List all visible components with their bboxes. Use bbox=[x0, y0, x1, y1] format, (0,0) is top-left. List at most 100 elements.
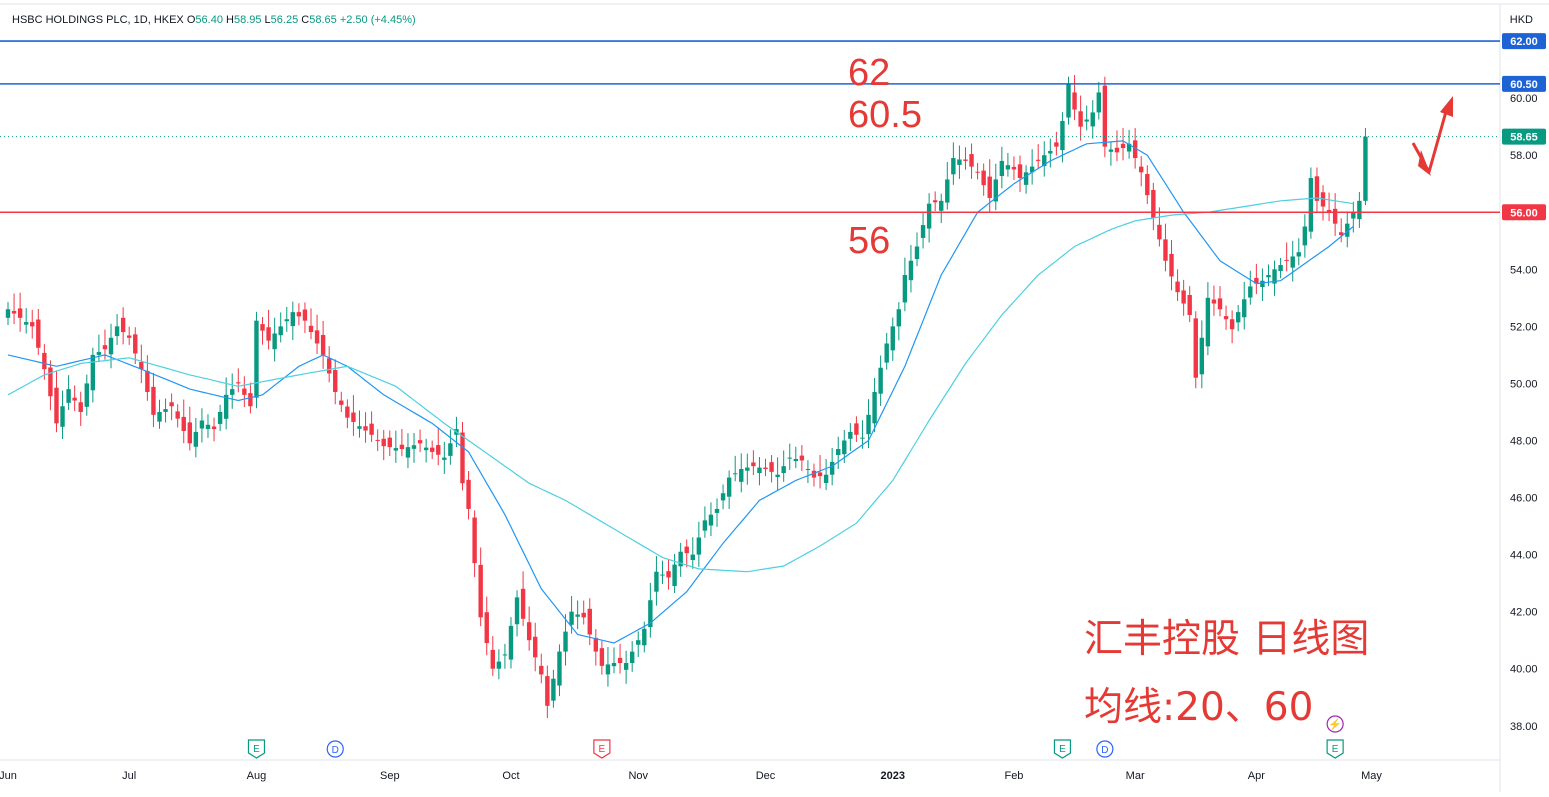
candle-body bbox=[951, 158, 956, 175]
x-tick-label: May bbox=[1361, 770, 1382, 782]
candle-body bbox=[872, 391, 877, 424]
candle-body bbox=[993, 179, 998, 202]
candle-body bbox=[326, 358, 332, 374]
candle-body bbox=[751, 462, 756, 467]
candle-body bbox=[623, 663, 629, 670]
candle-body bbox=[133, 334, 138, 354]
candle-body bbox=[714, 508, 720, 513]
candle-body bbox=[1126, 143, 1132, 152]
last-price-text: 58.65 bbox=[1510, 132, 1538, 144]
candle-body bbox=[939, 200, 944, 211]
candle-body bbox=[1017, 164, 1023, 179]
candle-body bbox=[405, 447, 411, 458]
candle-body bbox=[902, 275, 908, 303]
split-icon bbox=[1326, 715, 1344, 733]
candle-body bbox=[478, 564, 483, 618]
candle-body bbox=[120, 317, 126, 333]
earnings-icon bbox=[1326, 739, 1344, 759]
annotation-56: 56 bbox=[848, 220, 891, 262]
caption-ma: 均线:20、60 bbox=[1084, 685, 1314, 730]
y-tick-label: 58.00 bbox=[1510, 150, 1538, 162]
candle-body bbox=[5, 309, 11, 318]
candle-body bbox=[1339, 232, 1344, 236]
candle-body bbox=[430, 447, 435, 452]
candle-body bbox=[811, 470, 817, 478]
earnings-icon bbox=[1053, 739, 1072, 759]
candle-body bbox=[66, 389, 71, 403]
candle-body bbox=[145, 370, 150, 392]
candle-body bbox=[1084, 119, 1089, 122]
candle-body bbox=[284, 319, 289, 322]
candle-body bbox=[1217, 298, 1223, 310]
candle-body bbox=[217, 411, 223, 424]
candle-body bbox=[987, 176, 992, 198]
currency-label[interactable]: HKD bbox=[1509, 14, 1533, 26]
candle-body bbox=[969, 154, 974, 167]
ma60-line bbox=[7, 197, 1354, 573]
candle-body bbox=[417, 440, 423, 444]
low-label: L bbox=[264, 14, 271, 26]
candle-body bbox=[975, 171, 980, 173]
candle-body bbox=[223, 394, 229, 419]
earnings-icon bbox=[593, 739, 611, 759]
candle-body bbox=[551, 678, 556, 701]
y-tick-label: 54.00 bbox=[1510, 264, 1538, 276]
candle-body bbox=[42, 352, 47, 370]
candle-body bbox=[581, 612, 586, 618]
x-tick-label: 2023 bbox=[881, 770, 905, 782]
hline-tag-text: 56.00 bbox=[1510, 207, 1538, 219]
candle-body bbox=[78, 402, 83, 412]
candle-body bbox=[1248, 286, 1253, 298]
candle-body bbox=[823, 474, 829, 483]
dividend-icon bbox=[326, 740, 344, 758]
candle-body bbox=[557, 651, 562, 686]
candle-body bbox=[448, 443, 453, 456]
candle-body bbox=[605, 664, 611, 675]
candle-body bbox=[1066, 83, 1071, 118]
candle-body bbox=[1314, 176, 1320, 201]
candle-body bbox=[775, 474, 780, 477]
candle-body bbox=[563, 631, 568, 652]
candle-body bbox=[302, 309, 308, 321]
candle-body bbox=[636, 640, 641, 645]
candle-body bbox=[381, 438, 386, 447]
candle-body bbox=[1072, 92, 1077, 110]
candle-body bbox=[466, 479, 471, 509]
candle-body bbox=[199, 420, 205, 429]
x-tick-label: Aug bbox=[247, 770, 267, 782]
candle-body bbox=[860, 437, 865, 439]
candle-body bbox=[502, 654, 508, 656]
candle-body bbox=[1163, 239, 1168, 261]
candle-body bbox=[848, 431, 853, 439]
candle-body bbox=[1048, 150, 1053, 154]
candle-body bbox=[769, 462, 774, 472]
candle-body bbox=[1060, 120, 1065, 151]
high-value: 58.95 bbox=[233, 14, 262, 26]
candle-body bbox=[1345, 223, 1350, 237]
candle-body bbox=[387, 437, 392, 448]
candle-body bbox=[23, 322, 29, 325]
x-tick-label: Oct bbox=[502, 770, 519, 782]
candle-body bbox=[90, 354, 96, 391]
candle-body bbox=[1302, 226, 1308, 246]
candles bbox=[5, 75, 1368, 719]
candle-body bbox=[278, 326, 283, 336]
candle-body bbox=[1272, 269, 1277, 284]
hline-tag-56.00 bbox=[1502, 204, 1546, 221]
symbol-title[interactable]: HSBC HOLDINGS PLC, 1D, HKEX bbox=[12, 14, 184, 26]
candle-body bbox=[163, 409, 168, 412]
candle-body bbox=[654, 571, 659, 592]
dividend-icon-label: D bbox=[332, 745, 339, 756]
last-price-tag bbox=[1502, 128, 1546, 145]
candle-body bbox=[896, 309, 902, 327]
candle-body bbox=[1078, 111, 1083, 127]
candle-body bbox=[351, 412, 356, 422]
candle-body bbox=[617, 657, 623, 664]
high-label: H bbox=[226, 14, 234, 26]
candle-body bbox=[84, 383, 89, 407]
candle-body bbox=[629, 651, 635, 664]
candle-body bbox=[1054, 142, 1059, 147]
candle-body bbox=[1205, 297, 1211, 347]
dividend-icon bbox=[1096, 740, 1114, 758]
